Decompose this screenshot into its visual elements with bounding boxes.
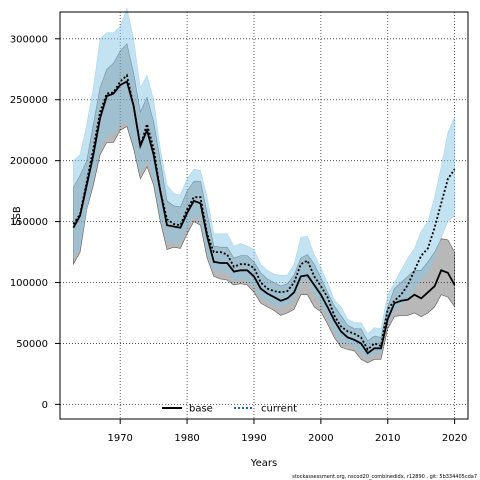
footer-text: stockassessment.org, nscod20_combinedidx… (292, 474, 477, 480)
y-tick-label: 0 (42, 400, 48, 411)
y-tick-label: 200000 (10, 156, 48, 167)
y-axis-title: SSB (12, 206, 23, 226)
legend: base current (162, 404, 297, 415)
y-tick-label: 50000 (16, 339, 48, 350)
y-axis: 0 50000 100000 150000 200000 250000 300000 (10, 34, 60, 411)
legend-label-base: base (189, 404, 213, 415)
plot-frame (59, 11, 469, 420)
x-tick-label: 1970 (107, 433, 132, 444)
series-bands (73, 7, 455, 364)
y-tick-label: 150000 (10, 217, 48, 228)
series-line-base (72, 80, 456, 355)
series-lines (72, 73, 456, 355)
x-tick-label: 2000 (308, 433, 333, 444)
y-tick-label: 300000 (10, 34, 48, 45)
grid (60, 12, 468, 419)
x-tick-label: 1980 (174, 433, 199, 444)
x-axis-title: Years (250, 458, 277, 469)
x-tick-label: 2020 (442, 433, 467, 444)
x-tick-label: 2010 (375, 433, 400, 444)
x-tick-label: 1990 (241, 433, 266, 444)
x-axis: 1970 1980 1990 2000 2010 2020 (107, 419, 467, 444)
y-tick-label: 100000 (10, 278, 48, 289)
y-tick-label: 250000 (10, 95, 48, 106)
series-band-current (73, 7, 455, 359)
series-line-current (72, 73, 456, 351)
legend-label-current: current (261, 404, 297, 415)
